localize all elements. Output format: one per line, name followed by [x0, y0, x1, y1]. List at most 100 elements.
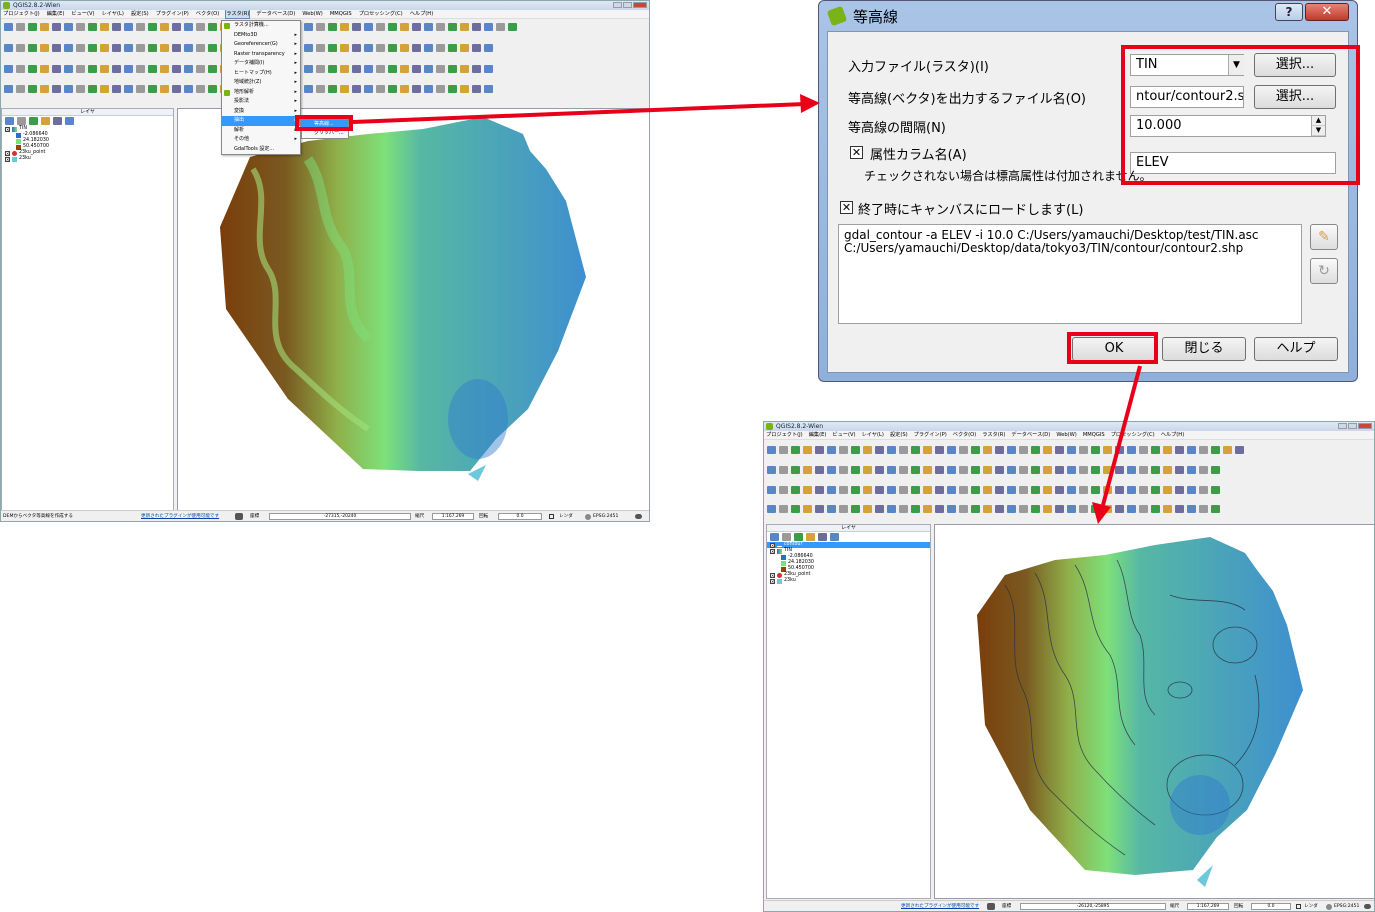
attribute-name-input[interactable]: ELEV [1130, 152, 1336, 174]
close-dialog-button[interactable]: 閉じる [1162, 337, 1246, 361]
render-checkbox[interactable] [1296, 904, 1301, 909]
menu-item-terrain-analysis[interactable]: 地形解析 ▸ [222, 88, 300, 98]
menu-view[interactable]: ビュー(V) [832, 432, 856, 438]
menu-raster[interactable]: ラスタ(R) [225, 9, 251, 19]
edit-pencil-icon[interactable]: ✎ [1310, 224, 1338, 250]
map-canvas[interactable] [177, 108, 649, 511]
output-file-input[interactable]: ntour/contour2.shp [1130, 86, 1244, 108]
menu-mmqgis[interactable]: MMQGIS [329, 11, 352, 17]
layer-contour-checkbox[interactable]: ✕ [770, 542, 775, 548]
dialog-help-button[interactable]: ? [1275, 3, 1303, 21]
menu-web[interactable]: Web(W) [1056, 432, 1077, 438]
toolbar-row-3[interactable] [1, 63, 649, 74]
rotation-field[interactable]: 0.0 [498, 513, 542, 520]
menu-item-gdaltools-settings[interactable]: GdalTools 設定... [234, 145, 275, 152]
layer-23ku-checkbox[interactable]: ✕ [770, 578, 775, 584]
close-button[interactable] [633, 2, 647, 8]
layer-point-checkbox[interactable]: ✕ [5, 150, 10, 156]
menu-item-miscellaneous[interactable]: その他 ▸ [234, 136, 297, 142]
menu-layer[interactable]: レイヤ(L) [101, 11, 124, 17]
projection-icon[interactable] [1326, 904, 1332, 910]
layer-23ku[interactable]: ✕ 23ku [767, 578, 930, 584]
menu-help[interactable]: ヘルプ(H) [1160, 432, 1185, 438]
layer-tin-checkbox[interactable]: ✕ [5, 126, 10, 132]
menu-database[interactable]: データベース(D) [256, 11, 296, 17]
coord-field[interactable]: -26120,-25895 [1020, 903, 1166, 910]
layer-tin[interactable]: ✕ TIN [2, 126, 173, 132]
layer-23ku-checkbox[interactable]: ✕ [5, 156, 10, 162]
interval-spinbox[interactable]: 10.000 [1130, 115, 1326, 137]
menu-edit[interactable]: 編集(E) [46, 11, 65, 17]
layer-tin-checkbox[interactable]: ✕ [770, 548, 775, 554]
messages-icon[interactable] [235, 513, 243, 520]
menu-project[interactable]: プロジェクト(J) [3, 11, 40, 17]
spin-down-icon[interactable]: ▼ [1312, 126, 1325, 136]
menu-item-interpolation[interactable]: データ補間(I) ▸ [234, 60, 297, 66]
layer-23ku-point[interactable]: ✕ 23ku_point [767, 572, 930, 578]
maximize-button[interactable] [1348, 423, 1357, 429]
layer-23ku[interactable]: ✕ 23ku [2, 156, 173, 162]
menu-plugins[interactable]: プラグイン(P) [155, 11, 189, 17]
log-icon[interactable] [1364, 904, 1371, 909]
menu-settings[interactable]: 設定(S) [889, 432, 908, 438]
toolbar-row-2[interactable] [1, 42, 649, 53]
layers-panel-toolbar[interactable] [767, 532, 930, 542]
messages-icon[interactable] [987, 903, 995, 910]
layers-panel-toolbar[interactable] [2, 116, 173, 126]
toolbar-row-4[interactable] [764, 503, 1374, 514]
toolbar-row-4[interactable] [1, 83, 649, 94]
chevron-down-icon[interactable]: ▼ [1228, 55, 1244, 75]
scale-field[interactable]: 1:167,269 [432, 513, 474, 520]
menu-item-clipper[interactable]: クリッパー... [314, 130, 344, 136]
menu-item-analysis[interactable]: 解析 ▸ [234, 126, 297, 133]
projection-icon[interactable] [585, 514, 591, 520]
input-file-select[interactable]: TIN [1130, 54, 1244, 76]
toolbar-row-1[interactable] [764, 444, 1374, 455]
reset-icon[interactable]: ↻ [1310, 258, 1338, 284]
menu-help[interactable]: ヘルプ(H) [409, 11, 434, 17]
menu-web[interactable]: Web(W) [302, 11, 323, 17]
minimize-button[interactable] [613, 2, 622, 8]
layer-tin[interactable]: ✕ TIN [767, 548, 930, 554]
menu-item-georeferencer[interactable]: Georeferencer(G) ▸ [234, 41, 297, 47]
maximize-button[interactable] [623, 2, 632, 8]
menu-vector[interactable]: ベクタ(O) [195, 11, 220, 17]
dialog-close-button[interactable]: ✕ [1305, 3, 1349, 21]
menu-item-raster-calculator[interactable]: ラスタ計算機... [222, 21, 300, 31]
spin-up-icon[interactable]: ▲ [1312, 116, 1325, 126]
menu-project[interactable]: プロジェクト(J) [766, 432, 803, 438]
render-checkbox[interactable] [549, 514, 554, 519]
menu-item-raster-transparency[interactable]: Raster transparency ▸ [234, 50, 297, 57]
menu-item-projections[interactable]: 投影法 ▸ [234, 98, 297, 104]
layer-contour[interactable]: ✕ contour [767, 542, 930, 548]
log-icon[interactable] [635, 514, 642, 519]
input-select-button[interactable]: 選択... [1254, 53, 1336, 77]
toolbar-row-3[interactable] [764, 484, 1374, 495]
menu-mmqgis[interactable]: MMQGIS [1082, 432, 1105, 438]
menu-plugins[interactable]: プラグイン(P) [913, 432, 947, 438]
menu-view[interactable]: ビュー(V) [71, 11, 95, 17]
rotation-field[interactable]: 0.0 [1251, 903, 1291, 910]
plugin-update-link[interactable]: 更新されたプラグインが使用可能です [141, 514, 220, 519]
epsg-label[interactable]: EPSG:2451 [593, 514, 619, 519]
gdal-command-text[interactable]: gdal_contour -a ELEV -i 10.0 C:/Users/ya… [838, 224, 1302, 324]
load-canvas-checkbox[interactable]: ✕ [840, 201, 853, 214]
menu-raster[interactable]: ラスタ(R) [982, 432, 1006, 438]
menu-item-conversion[interactable]: 変換 ▸ [234, 107, 297, 114]
epsg-label[interactable]: EPSG:2451 [1334, 904, 1360, 909]
menu-item-contour[interactable]: 等高線... [302, 120, 348, 129]
close-button[interactable] [1358, 423, 1372, 429]
layer-point-checkbox[interactable]: ✕ [770, 572, 775, 578]
output-select-button[interactable]: 選択... [1254, 85, 1336, 109]
layer-23ku-point[interactable]: ✕ 23ku_point [2, 150, 173, 156]
menu-vector[interactable]: ベクタ(O) [952, 432, 977, 438]
map-canvas[interactable] [934, 524, 1374, 899]
menu-item-extraction[interactable]: 抽出 ▸ [222, 116, 300, 126]
toolbar-row-1[interactable] [1, 21, 649, 32]
menu-layer[interactable]: レイヤ(L) [861, 432, 884, 438]
attribute-checkbox[interactable]: ✕ [850, 146, 863, 159]
interval-stepper[interactable]: ▲ ▼ [1311, 116, 1325, 136]
menu-settings[interactable]: 設定(S) [130, 11, 149, 17]
menu-processing[interactable]: プロセッシング(C) [1110, 432, 1155, 438]
menu-item-demto3d[interactable]: DEMto3D ▸ [234, 31, 297, 38]
